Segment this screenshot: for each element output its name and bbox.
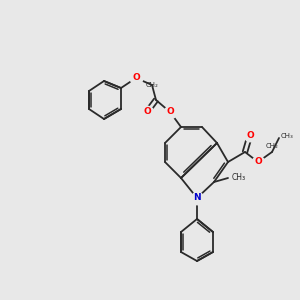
Text: CH₂: CH₂ [146, 82, 158, 88]
Text: CH₃: CH₃ [232, 173, 246, 182]
Text: CH₂: CH₂ [266, 143, 278, 149]
Text: O: O [246, 130, 254, 140]
Text: CH₃: CH₃ [281, 133, 294, 139]
Text: O: O [166, 107, 174, 116]
Text: N: N [193, 194, 201, 202]
Text: O: O [254, 158, 262, 166]
Text: O: O [132, 74, 140, 82]
Text: O: O [143, 107, 151, 116]
